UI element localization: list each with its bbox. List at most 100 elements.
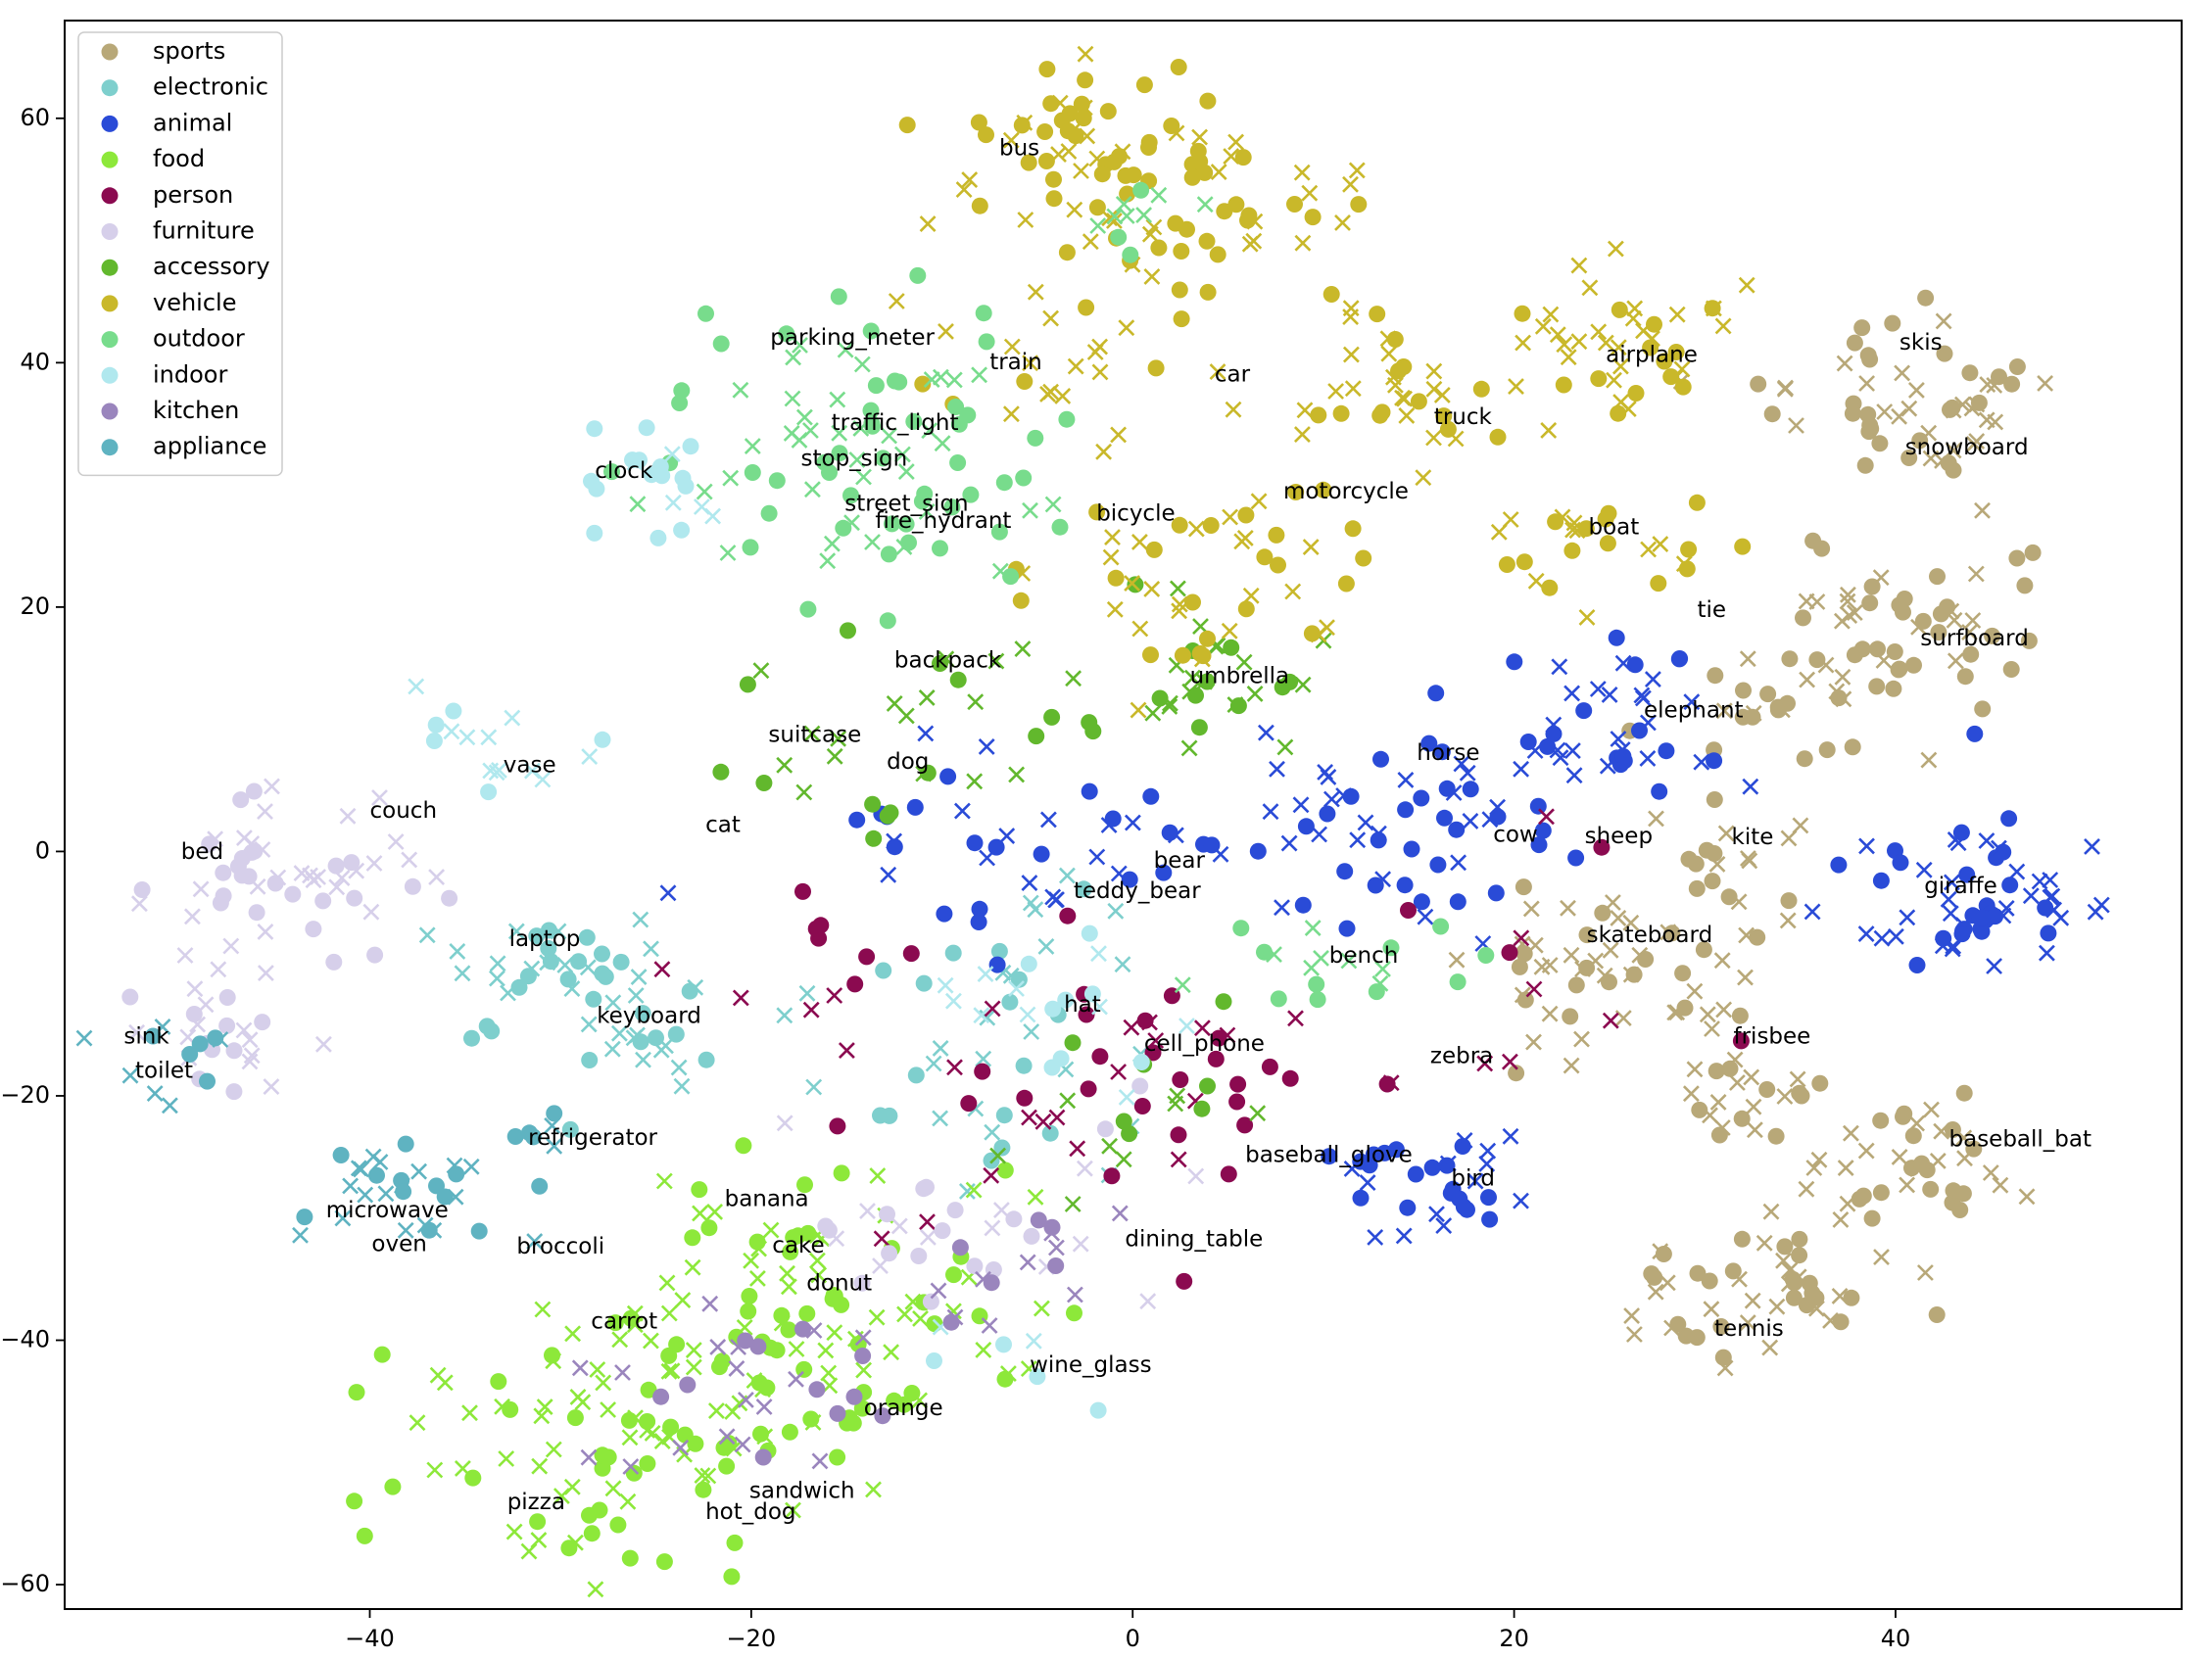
point-dot-indoor bbox=[480, 783, 498, 801]
point-cross-electronic bbox=[507, 923, 525, 940]
point-dot-sports bbox=[1707, 667, 1724, 685]
point-cross-furniture bbox=[328, 878, 346, 896]
point-cross-food bbox=[545, 1441, 562, 1458]
point-dot-person bbox=[1732, 1032, 1750, 1050]
legend-item-kitchen: kitchen bbox=[101, 397, 239, 424]
point-cross-vehicle bbox=[1302, 539, 1320, 556]
point-cross-sports bbox=[1978, 411, 1996, 429]
point-dot-electronic bbox=[478, 1018, 496, 1035]
point-cross-indoor bbox=[1090, 945, 1107, 963]
point-cross-sports bbox=[1891, 407, 1908, 425]
point-dot-outdoor bbox=[1432, 918, 1450, 935]
point-cross-animal bbox=[1021, 875, 1038, 892]
point-cross-electronic bbox=[1037, 937, 1055, 955]
point-cross-animal bbox=[1565, 767, 1583, 784]
point-cross-vehicle bbox=[1017, 212, 1034, 228]
point-dot-animal bbox=[1403, 840, 1420, 858]
point-cross-sports bbox=[1858, 375, 1876, 392]
point-dot-sports bbox=[1731, 1007, 1749, 1024]
point-dot-vehicle bbox=[1042, 95, 1060, 113]
point-dot-animal bbox=[1449, 893, 1467, 911]
point-cross-food bbox=[663, 1362, 681, 1380]
point-dot-animal bbox=[1249, 842, 1267, 860]
point-cross-food bbox=[660, 1304, 678, 1322]
annotation-wine-glass: wine_glass bbox=[1030, 1352, 1151, 1378]
point-dot-animal bbox=[1506, 653, 1523, 671]
point-dot-sports bbox=[1885, 680, 1902, 697]
point-cross-vehicle bbox=[1284, 583, 1302, 600]
point-cross-sports bbox=[1876, 403, 1894, 420]
point-dot-animal bbox=[966, 834, 984, 852]
point-dot-vehicle bbox=[1515, 553, 1533, 571]
point-cross-outdoor bbox=[696, 483, 713, 500]
annotation-bird: bird bbox=[1451, 1165, 1495, 1191]
point-cross-vehicle bbox=[1380, 345, 1398, 362]
point-dot-sports bbox=[1895, 1108, 1911, 1125]
point-dot-food bbox=[996, 1161, 1014, 1179]
point-cross-indoor bbox=[443, 723, 460, 740]
point-cross-sports bbox=[1716, 1359, 1734, 1377]
point-cross-animal bbox=[1610, 731, 1627, 747]
annotation-couch: couch bbox=[370, 798, 438, 824]
point-cross-person bbox=[919, 1213, 936, 1231]
point-cross-animal bbox=[1479, 1142, 1497, 1160]
point-cross-animal bbox=[1322, 790, 1340, 808]
point-dot-food bbox=[700, 1219, 718, 1237]
point-cross-food bbox=[788, 1341, 805, 1357]
annotation-motorcycle: motorcycle bbox=[1283, 479, 1409, 504]
point-dot-sports bbox=[2020, 632, 2038, 649]
point-dot-kitchen bbox=[794, 1320, 811, 1338]
point-dot-food bbox=[348, 1384, 365, 1401]
point-dot-vehicle bbox=[1337, 575, 1355, 592]
legend-marker bbox=[101, 331, 119, 349]
point-cross-food bbox=[699, 1467, 717, 1485]
point-dot-animal bbox=[1626, 656, 1644, 674]
annotation-fire-hydrant: fire_hydrant bbox=[875, 508, 1011, 534]
point-cross-sports bbox=[1836, 355, 1853, 372]
point-cross-sports bbox=[1541, 1005, 1559, 1022]
point-cross-food bbox=[566, 1534, 584, 1551]
point-cross-animal bbox=[1280, 834, 1298, 852]
point-dot-indoor bbox=[1057, 991, 1075, 1009]
point-cross-animal bbox=[917, 725, 935, 742]
point-cross-kitchen bbox=[709, 1338, 727, 1355]
point-dot-sports bbox=[1846, 646, 1863, 664]
y-tick-label: −20 bbox=[0, 1081, 50, 1109]
point-cross-outdoor bbox=[881, 427, 898, 445]
point-cross-animal bbox=[978, 737, 995, 755]
point-cross-vehicle bbox=[1556, 336, 1573, 354]
point-cross-animal bbox=[1397, 771, 1415, 788]
annotation-elephant: elephant bbox=[1644, 697, 1744, 723]
annotation-sandwich: sandwich bbox=[749, 1479, 855, 1504]
point-cross-vehicle bbox=[1606, 371, 1622, 389]
point-dot-food bbox=[781, 1423, 798, 1441]
point-cross-outdoor bbox=[893, 446, 911, 463]
point-dot-kitchen bbox=[1047, 1257, 1065, 1274]
point-dot-electronic bbox=[872, 1107, 889, 1124]
point-dot-food bbox=[529, 1513, 547, 1531]
point-cross-sports bbox=[1708, 855, 1726, 873]
point-cross-sports bbox=[1822, 1311, 1839, 1329]
point-dot-vehicle bbox=[978, 126, 994, 144]
point-cross-outdoor bbox=[852, 419, 870, 437]
point-dot-vehicle bbox=[1322, 286, 1340, 303]
point-dot-sports bbox=[1785, 1289, 1803, 1306]
point-cross-sports bbox=[1602, 941, 1619, 959]
point-dot-outdoor bbox=[760, 504, 778, 522]
point-dot-vehicle bbox=[1610, 404, 1627, 422]
annotation-train: train bbox=[989, 350, 1042, 375]
annotation-tie: tie bbox=[1698, 597, 1727, 623]
point-dot-sports bbox=[1515, 945, 1533, 963]
point-cross-animal bbox=[1857, 925, 1875, 943]
point-cross-sports bbox=[1832, 1210, 1850, 1228]
point-dot-kitchen bbox=[1043, 1218, 1061, 1236]
point-cross-animal bbox=[2031, 873, 2048, 890]
point-dot-accessory bbox=[755, 775, 773, 791]
point-cross-furniture bbox=[365, 855, 383, 872]
point-cross-indoor bbox=[490, 761, 507, 779]
point-dot-sports bbox=[1895, 603, 1911, 621]
point-dot-sports bbox=[1904, 1127, 1922, 1145]
point-cross-furniture bbox=[984, 1219, 1001, 1237]
point-dot-vehicle bbox=[1088, 503, 1106, 521]
point-cross-food bbox=[743, 1252, 760, 1269]
